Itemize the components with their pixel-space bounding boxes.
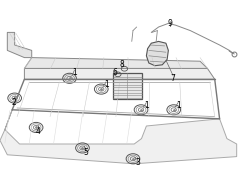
Polygon shape bbox=[24, 68, 215, 79]
Polygon shape bbox=[0, 110, 237, 164]
Polygon shape bbox=[24, 58, 207, 68]
Text: 1: 1 bbox=[144, 101, 149, 110]
Text: 1: 1 bbox=[104, 80, 109, 89]
Text: 3: 3 bbox=[135, 158, 140, 167]
Polygon shape bbox=[7, 32, 32, 58]
Text: 1: 1 bbox=[72, 68, 77, 77]
Text: 9: 9 bbox=[167, 19, 172, 28]
FancyBboxPatch shape bbox=[113, 73, 142, 99]
Text: 1: 1 bbox=[176, 101, 181, 110]
Text: 7: 7 bbox=[171, 74, 176, 83]
Text: 6: 6 bbox=[112, 68, 117, 76]
Text: 8: 8 bbox=[120, 60, 124, 69]
Text: 2: 2 bbox=[11, 98, 16, 107]
Text: 4: 4 bbox=[35, 127, 40, 136]
Text: 5: 5 bbox=[83, 148, 88, 157]
Polygon shape bbox=[146, 41, 168, 66]
